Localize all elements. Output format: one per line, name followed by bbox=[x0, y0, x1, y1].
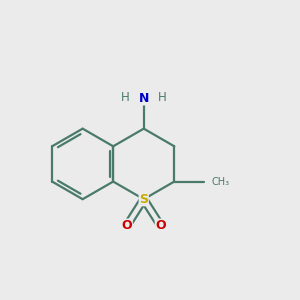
Text: N: N bbox=[139, 92, 149, 105]
Text: S: S bbox=[139, 193, 148, 206]
Text: CH₃: CH₃ bbox=[212, 177, 230, 187]
Text: H: H bbox=[158, 91, 167, 103]
Text: O: O bbox=[122, 219, 132, 232]
Text: O: O bbox=[155, 219, 166, 232]
Text: H: H bbox=[121, 91, 130, 103]
